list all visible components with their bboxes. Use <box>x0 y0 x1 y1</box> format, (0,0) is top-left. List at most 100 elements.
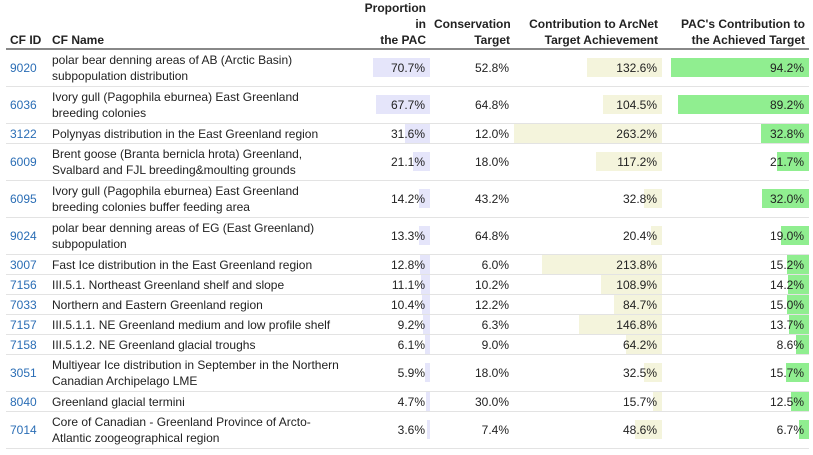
proportion-cell-bar <box>425 334 430 354</box>
pac-contribution-cell: 8.6% <box>662 334 809 355</box>
contribution-cell-bar <box>587 58 662 77</box>
cf-name-cell: Ivory gull (Pagophila eburnea) East Gree… <box>48 180 350 218</box>
pac-contribution-cell-bar <box>788 314 809 334</box>
pac-contribution-cell-value: 8.6% <box>776 337 804 352</box>
table-body: 9020 polar bear denning areas of AB (Arct… <box>6 49 809 449</box>
proportion-cell-bar <box>419 226 430 245</box>
contribution-cell: 146.8% <box>514 314 662 335</box>
cf-table: CF ID CF Name Proportion in the PAC Conse… <box>6 0 809 449</box>
header-pac-contribution[interactable]: PAC's Contribution to the Achieved Target <box>662 0 809 50</box>
pac-contribution-cell-value: 32.8% <box>769 126 804 141</box>
cf-id-link[interactable]: 9020 <box>10 61 37 75</box>
header-proportion[interactable]: Proportion in the PAC <box>350 0 430 50</box>
cf-id-link[interactable]: 3051 <box>10 366 37 380</box>
proportion-cell-bar <box>426 391 430 411</box>
pac-contribution-cell: 32.0% <box>662 180 809 218</box>
contribution-cell-bar <box>603 95 662 114</box>
table-row[interactable]: 7156 III.5.1. Northeast Greenland shelf a… <box>6 274 809 295</box>
header-contribution[interactable]: Contribution to ArcNet Target Achievement <box>514 0 662 50</box>
table-row[interactable]: 7158 III.5.1.2. NE Greenland glacial trou… <box>6 334 809 355</box>
proportion-cell: 31.6% <box>350 123 430 144</box>
conservation-target-cell: 7.4% <box>430 411 514 449</box>
cf-id-cell: 7156 <box>6 274 48 295</box>
table-row[interactable]: 7014 Core of Canadian - Greenland Provinc… <box>6 411 809 449</box>
contribution-cell: 32.5% <box>514 354 662 392</box>
pac-contribution-cell: 14.2% <box>662 274 809 295</box>
table-row[interactable]: 7157 III.5.1.1. NE Greenland medium and l… <box>6 314 809 335</box>
cf-id-link[interactable]: 6036 <box>10 98 37 112</box>
proportion-cell-bar <box>425 363 430 382</box>
cf-id-link[interactable]: 7158 <box>10 337 37 352</box>
cf-id-link[interactable]: 3122 <box>10 126 37 141</box>
pac-contribution-cell-bar <box>788 274 809 294</box>
cf-name-cell: Polynyas distribution in the East Greenl… <box>48 123 350 144</box>
proportion-cell-bar <box>427 420 430 439</box>
table-row[interactable]: 3051 Multiyear Ice distribution in Septem… <box>6 354 809 392</box>
proportion-cell: 4.7% <box>350 391 430 412</box>
pac-contribution-cell: 15.7% <box>662 354 809 392</box>
table-row[interactable]: 9024 polar bear denning areas of EG (East… <box>6 217 809 255</box>
contribution-cell-bar <box>625 334 662 354</box>
proportion-cell: 21.1% <box>350 143 430 181</box>
cf-id-cell: 6095 <box>6 180 48 218</box>
cf-id-cell: 3007 <box>6 254 48 275</box>
conservation-target-cell-value: 10.2% <box>474 277 509 292</box>
proportion-cell: 11.1% <box>350 274 430 295</box>
table-row[interactable]: 3007 Fast Ice distribution in the East Gr… <box>6 254 809 275</box>
table-row[interactable]: 6095 Ivory gull (Pagophila eburnea) East … <box>6 180 809 218</box>
cf-id-link[interactable]: 7156 <box>10 277 37 292</box>
pac-contribution-cell-bar <box>790 391 809 411</box>
conservation-target-cell: 12.0% <box>430 123 514 144</box>
proportion-cell-value: 67.7% <box>390 98 425 112</box>
cf-id-link[interactable]: 8040 <box>10 394 37 409</box>
cf-name-cell: III.5.1. Northeast Greenland shelf and s… <box>48 274 350 295</box>
contribution-cell: 84.7% <box>514 294 662 315</box>
pac-contribution-cell-value: 15.7% <box>769 366 804 380</box>
pac-contribution-cell: 19.0% <box>662 217 809 255</box>
contribution-cell-bar <box>614 294 662 314</box>
pac-contribution-cell: 12.5% <box>662 391 809 412</box>
conservation-target-cell-value: 12.2% <box>474 297 509 312</box>
table-row[interactable]: 6036 Ivory gull (Pagophila eburnea) East … <box>6 86 809 124</box>
table-row[interactable]: 3122 Polynyas distribution in the East Gr… <box>6 123 809 144</box>
cf-id-link[interactable]: 7014 <box>10 423 37 437</box>
cf-name-cell: polar bear denning areas of EG (East Gre… <box>48 217 350 255</box>
pac-contribution-cell-bar <box>786 254 809 274</box>
pac-contribution-cell-bar <box>670 58 809 77</box>
cf-name-cell: Core of Canadian - Greenland Province of… <box>48 411 350 449</box>
table-row[interactable]: 7033 Northern and Eastern Greenland regio… <box>6 294 809 315</box>
cf-id-cell: 7157 <box>6 314 48 335</box>
pac-contribution-cell-value: 15.2% <box>769 257 804 272</box>
pac-contribution-cell-bar <box>761 189 809 208</box>
conservation-target-cell-value: 64.8% <box>474 98 509 112</box>
proportion-cell-value: 3.6% <box>397 423 425 437</box>
proportion-cell: 70.7% <box>350 49 430 87</box>
contribution-cell-value: 32.8% <box>622 192 657 206</box>
cf-name-cell: Northern and Eastern Greenland region <box>48 294 350 315</box>
proportion-cell-value: 4.7% <box>397 394 425 409</box>
cf-name-cell: polar bear denning areas of AB (Arctic B… <box>48 49 350 87</box>
proportion-cell-bar <box>418 189 430 208</box>
contribution-cell: 20.4% <box>514 217 662 255</box>
cf-id-link[interactable]: 3007 <box>10 257 37 272</box>
contribution-cell: 108.9% <box>514 274 662 295</box>
pac-contribution-cell-value: 94.2% <box>769 61 804 75</box>
proportion-cell: 10.4% <box>350 294 430 315</box>
table-row[interactable]: 8040 Greenland glacial termini 4.7% 30.0% 15… <box>6 391 809 412</box>
contribution-cell-bar <box>600 274 662 294</box>
cf-id-link[interactable]: 9024 <box>10 229 37 243</box>
table-row[interactable]: 9020 polar bear denning areas of AB (Arct… <box>6 49 809 87</box>
table-row[interactable]: 6009 Brent goose (Branta bernicla hrota) … <box>6 143 809 181</box>
header-cf-name[interactable]: CF Name <box>48 0 350 50</box>
proportion-cell: 3.6% <box>350 411 430 449</box>
cf-name-cell: III.5.1.2. NE Greenland glacial troughs <box>48 334 350 355</box>
header-cf-id[interactable]: CF ID <box>6 0 48 50</box>
cf-id-link[interactable]: 7033 <box>10 297 37 312</box>
cf-name-cell: Fast Ice distribution in the East Greenl… <box>48 254 350 275</box>
proportion-cell: 12.8% <box>350 254 430 275</box>
cf-id-link[interactable]: 6009 <box>10 155 37 169</box>
cf-id-link[interactable]: 6095 <box>10 192 37 206</box>
header-conservation-target[interactable]: Conservation Target <box>430 0 514 50</box>
cf-id-link[interactable]: 7157 <box>10 317 37 332</box>
proportion-cell-value: 6.1% <box>397 337 425 352</box>
